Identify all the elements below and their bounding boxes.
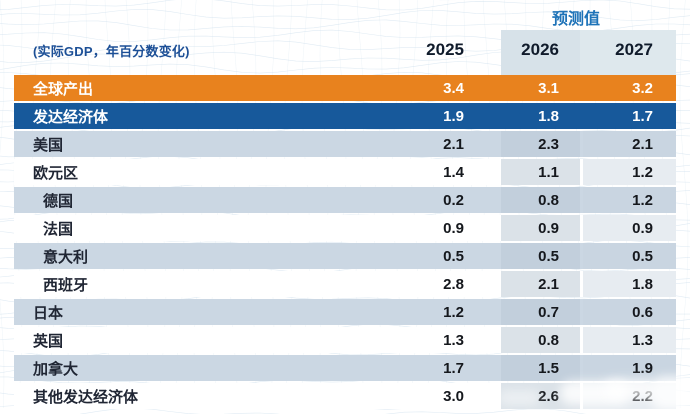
value-2025: 1.7 bbox=[443, 359, 464, 377]
year-header-2027: 2027 bbox=[615, 40, 653, 59]
value-2026: 0.8 bbox=[501, 187, 580, 213]
economy-label: 西班牙 bbox=[43, 276, 89, 294]
economy-label: 德国 bbox=[43, 192, 74, 210]
year-header-row: 2025 2026 2027 bbox=[14, 0, 676, 62]
value-2025: 3.0 bbox=[443, 387, 464, 405]
watermark-smudge bbox=[650, 376, 690, 410]
value-2025: 1.2 bbox=[443, 303, 464, 321]
value-2027: 1.2 bbox=[583, 187, 676, 213]
economy-label: 发达经济体 bbox=[33, 108, 109, 126]
value-2026: 1.8 bbox=[538, 107, 559, 125]
economy-label: 其他发达经济体 bbox=[33, 388, 139, 406]
forecast-column-band bbox=[501, 30, 676, 75]
value-2025: 2.1 bbox=[443, 135, 464, 153]
value-2026: 2.1 bbox=[501, 271, 580, 297]
value-2025: 2.8 bbox=[443, 275, 464, 293]
value-2027: 0.9 bbox=[583, 215, 676, 241]
economy-label: 加拿大 bbox=[33, 360, 79, 378]
economy-label: 法国 bbox=[43, 220, 74, 238]
value-2027: 0.6 bbox=[583, 299, 676, 325]
table-row: 法国 0.9 0.9 0.9 bbox=[14, 215, 676, 241]
economy-label: 日本 bbox=[33, 304, 64, 322]
value-2027: 1.7 bbox=[632, 107, 653, 125]
table-body: 全球产出 3.4 3.1 3.2 发达经济体 1.9 1.8 1.7 美国 2.… bbox=[14, 75, 676, 411]
economy-label: 欧元区 bbox=[33, 164, 79, 182]
value-2025: 1.4 bbox=[443, 163, 464, 181]
table-row: 加拿大 1.7 1.5 1.9 bbox=[14, 355, 676, 381]
value-2025: 0.5 bbox=[443, 247, 464, 265]
value-2026: 2.3 bbox=[501, 131, 580, 157]
value-2025: 0.9 bbox=[443, 219, 464, 237]
value-2027: 1.3 bbox=[583, 327, 676, 353]
table-row: 英国 1.3 0.8 1.3 bbox=[14, 327, 676, 353]
table-row: 西班牙 2.8 2.1 1.8 bbox=[14, 271, 676, 297]
value-2027: 1.2 bbox=[583, 159, 676, 185]
value-2026: 0.7 bbox=[501, 299, 580, 325]
table-note: (实际GDP，年百分数变化) bbox=[33, 44, 190, 59]
table-row: 发达经济体 1.9 1.8 1.7 bbox=[14, 103, 676, 129]
value-2027: 3.2 bbox=[632, 79, 653, 97]
value-2026: 1.5 bbox=[501, 355, 580, 381]
value-2027: 1.8 bbox=[583, 271, 676, 297]
watermark-smudge bbox=[604, 379, 656, 399]
value-2025: 1.9 bbox=[443, 107, 464, 125]
value-2026: 0.5 bbox=[501, 243, 580, 269]
economy-label: 美国 bbox=[33, 136, 64, 154]
value-2026: 0.9 bbox=[501, 215, 580, 241]
value-2026: 1.1 bbox=[501, 159, 580, 185]
year-header-2025: 2025 bbox=[426, 40, 464, 59]
table-row: 德国 0.2 0.8 1.2 bbox=[14, 187, 676, 213]
table-row: 意大利 0.5 0.5 0.5 bbox=[14, 243, 676, 269]
value-2025: 3.4 bbox=[443, 79, 464, 97]
value-2025: 1.3 bbox=[443, 331, 464, 349]
economy-label: 英国 bbox=[33, 332, 64, 350]
forecast-label: 预测值 bbox=[551, 11, 600, 28]
economy-label: 意大利 bbox=[43, 248, 89, 266]
table-row: 日本 1.2 0.7 0.6 bbox=[14, 299, 676, 325]
year-header-2026: 2026 bbox=[521, 40, 559, 59]
table-row: 欧元区 1.4 1.1 1.2 bbox=[14, 159, 676, 185]
forecast-2026-band bbox=[501, 30, 580, 75]
watermark-smudge bbox=[498, 390, 540, 406]
economy-label: 全球产出 bbox=[33, 80, 94, 98]
table-row: 美国 2.1 2.3 2.1 bbox=[14, 131, 676, 157]
value-2026: 3.1 bbox=[538, 79, 559, 97]
value-2027: 2.1 bbox=[583, 131, 676, 157]
value-2026: 0.8 bbox=[501, 327, 580, 353]
value-2027: 0.5 bbox=[583, 243, 676, 269]
value-2025: 0.2 bbox=[443, 191, 464, 209]
table-row: 全球产出 3.4 3.1 3.2 bbox=[14, 75, 676, 101]
